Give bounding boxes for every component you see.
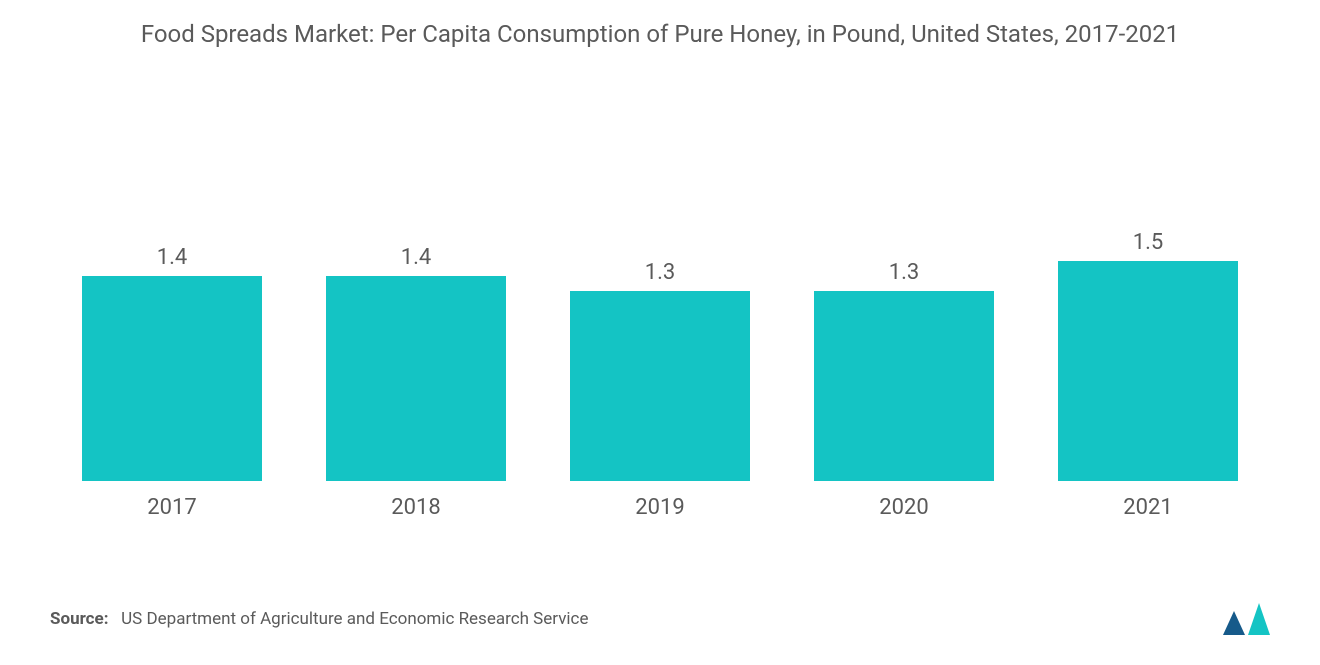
bar-group: 1.4 2018	[326, 245, 506, 520]
footer: Source: US Department of Agriculture and…	[50, 603, 1270, 635]
source-label: Source:	[50, 609, 108, 629]
bar-category-label: 2020	[879, 495, 928, 520]
bar	[570, 291, 750, 482]
source-line: Source: US Department of Agriculture and…	[50, 609, 588, 629]
logo-wedge-right	[1248, 603, 1270, 635]
bar	[814, 291, 994, 482]
logo-wedge-left	[1223, 611, 1245, 635]
bar-value-label: 1.3	[889, 260, 920, 285]
chart-title: Food Spreads Market: Per Capita Consumpt…	[0, 0, 1320, 50]
bar-group: 1.3 2020	[814, 260, 994, 521]
source-text: US Department of Agriculture and Economi…	[121, 609, 588, 629]
bar	[326, 276, 506, 481]
brand-logo-icon	[1223, 603, 1270, 635]
bar-group: 1.4 2017	[82, 245, 262, 520]
bar	[82, 276, 262, 481]
bar-value-label: 1.3	[645, 260, 676, 285]
bar-category-label: 2019	[635, 495, 684, 520]
bar-category-label: 2018	[391, 495, 440, 520]
bar	[1058, 261, 1238, 481]
bar-group: 1.3 2019	[570, 260, 750, 521]
bar-value-label: 1.4	[157, 245, 188, 270]
bar-value-label: 1.4	[401, 245, 432, 270]
bar-chart: 1.4 2017 1.4 2018 1.3 2019 1.3 2020 1.5 …	[50, 90, 1270, 520]
bar-category-label: 2021	[1123, 495, 1172, 520]
bar-category-label: 2017	[147, 495, 196, 520]
bar-value-label: 1.5	[1133, 230, 1164, 255]
bar-group: 1.5 2021	[1058, 230, 1238, 520]
